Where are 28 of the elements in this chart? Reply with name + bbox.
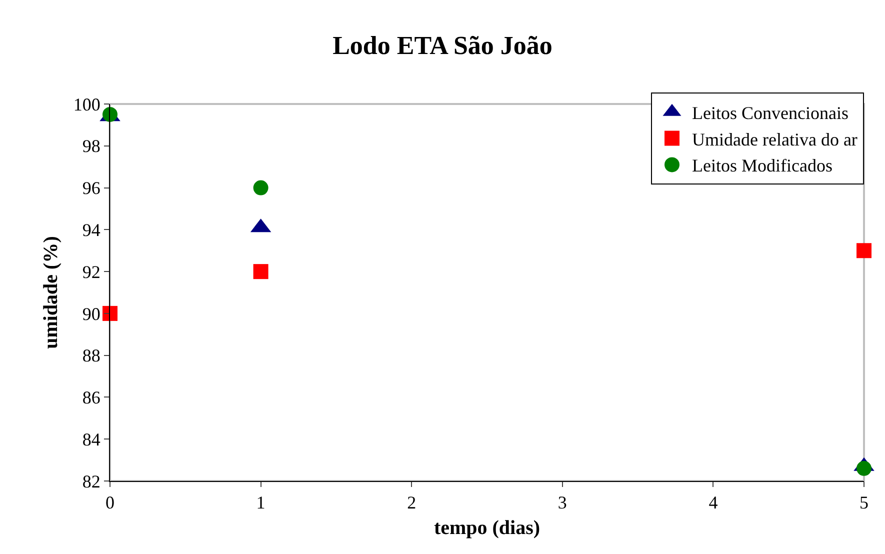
y-tick-label: 90: [82, 304, 100, 324]
x-tick-label: 5: [860, 492, 868, 513]
point: [253, 264, 268, 280]
x-tick-label: 2: [407, 492, 416, 513]
legend-label: Leitos Convencionais: [692, 102, 848, 123]
y-tick-label: 98: [82, 136, 100, 156]
chart-title: Lodo ETA São João: [332, 31, 552, 60]
x-tick-label: 3: [558, 492, 567, 513]
point: [856, 460, 872, 476]
y-tick-label: 84: [82, 429, 100, 450]
y-tick-label: 94: [82, 220, 100, 240]
y-tick-label: 96: [82, 178, 100, 198]
y-tick-label: 88: [82, 346, 100, 366]
y-tick-label: 92: [82, 262, 100, 282]
y-tick-label: 82: [82, 471, 100, 492]
y-axis-title: umidade (%): [40, 236, 62, 349]
y-tick-label: 100: [73, 94, 100, 114]
y-tick-label: 86: [82, 388, 100, 408]
point: [253, 180, 268, 196]
x-tick-label: 0: [106, 492, 114, 513]
legend-label: Leitos Modificados: [692, 156, 832, 176]
x-tick-label: 4: [708, 492, 718, 513]
point: [856, 243, 872, 258]
x-tick-label: 1: [256, 492, 266, 513]
point: [102, 106, 118, 122]
point: [102, 306, 118, 321]
x-axis-title: tempo (dias): [434, 517, 540, 540]
legend-label: Umidade relativa do ar: [692, 129, 858, 150]
